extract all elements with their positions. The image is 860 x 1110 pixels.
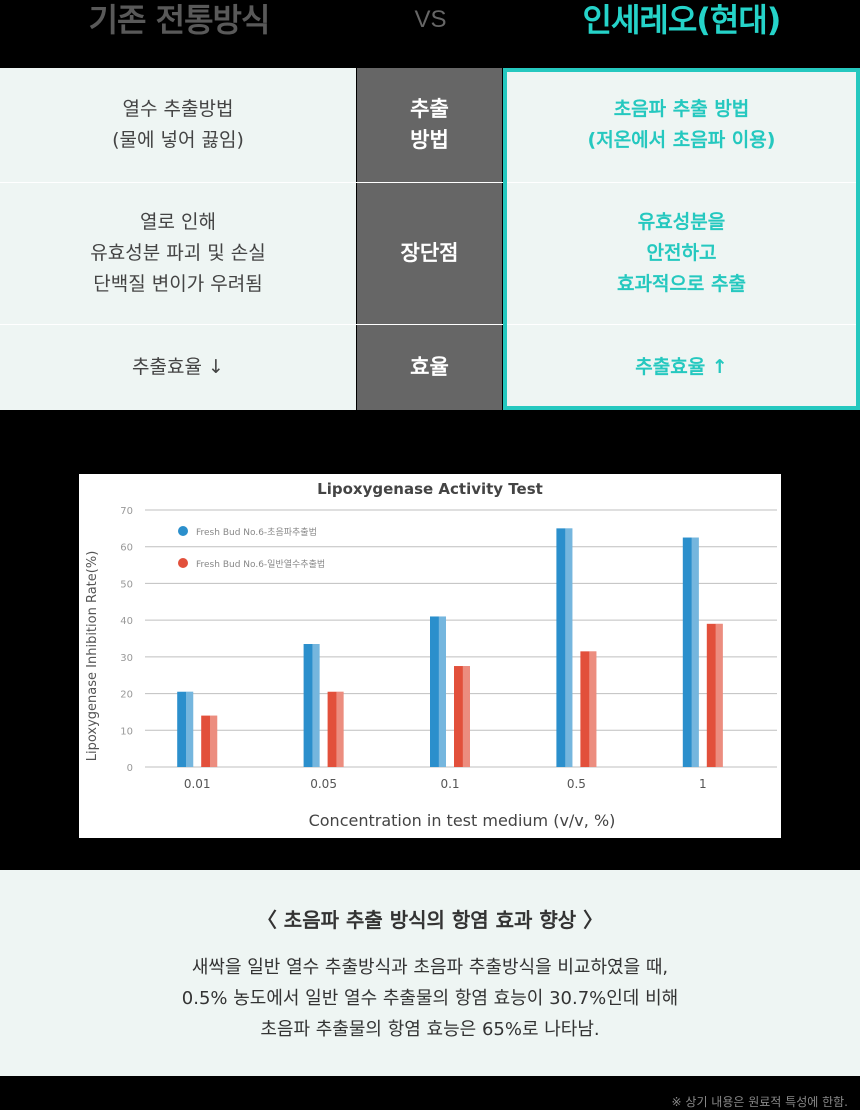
bar-highlight (715, 623, 723, 767)
y-axis-label: Lipoxygenase Inhibition Rate(%) (85, 551, 100, 762)
x-tick-label: 0.5 (567, 777, 586, 791)
x-tick-label: 0.05 (310, 777, 337, 791)
y-tick-label: 70 (120, 506, 133, 517)
bar (580, 651, 597, 767)
modern-cell: 추출효율 ↑ (503, 325, 860, 410)
table-row: 추출효율 ↓ 효율 추출효율 ↑ (0, 325, 860, 410)
lipoxygenase-chart: Lipoxygenase Activity Test Lipoxygenase … (79, 474, 781, 838)
criterion-cell: 효율 (357, 325, 502, 410)
bar (430, 616, 446, 767)
vs-label: VS (414, 6, 447, 33)
bar-highlight (186, 691, 194, 767)
bar (303, 644, 320, 767)
legend-marker (178, 558, 188, 568)
bar-highlight (589, 651, 597, 767)
bar (682, 537, 699, 767)
traditional-cell: 열로 인해 유효성분 파괴 및 손실 단백질 변이가 우려됨 (0, 183, 356, 324)
bar (556, 528, 573, 767)
traditional-cell: 열수 추출방법 (물에 넣어 끓임) (0, 68, 356, 182)
bar (327, 691, 344, 767)
summary-panel: 〈 초음파 추출 방식의 항염 효과 향상 〉 새싹을 일반 열수 추출방식과 … (0, 870, 860, 1076)
legend-label: Fresh Bud No.6-초음파추출법 (196, 527, 317, 538)
bar-highlight (312, 644, 320, 767)
chart-title: Lipoxygenase Activity Test (317, 480, 543, 498)
x-tick-label: 0.1 (440, 777, 459, 791)
bar-highlight (210, 715, 218, 767)
summary-line: 새싹을 일반 열수 추출방식과 초음파 추출방식을 비교하였을 때, (191, 957, 669, 978)
row-divider (0, 182, 860, 183)
footnote: ※ 상기 내용은 원료적 특성에 한함. (671, 1095, 848, 1109)
bar (201, 715, 218, 767)
y-tick-label: 30 (120, 653, 133, 664)
modern-cell: 초음파 추출 방법 (저온에서 초음파 이용) (503, 68, 860, 182)
bar (454, 666, 470, 767)
legend-label: Fresh Bud No.6-일반열수추출법 (196, 559, 325, 570)
summary-line: 0.5% 농도에서 일반 열수 추출물의 항염 효능이 30.7%인데 비해 (181, 988, 679, 1009)
x-tick-label: 1 (699, 777, 707, 791)
y-tick-label: 10 (120, 726, 133, 737)
traditional-cell: 추출효율 ↓ (0, 325, 356, 410)
traditional-method-title: 기존 전통방식 (88, 1, 271, 39)
table-row: 열수 추출방법 (물에 넣어 끓임) 추출 방법 초음파 추출 방법 (저온에서… (0, 68, 860, 182)
x-tick-label: 0.01 (184, 777, 211, 791)
summary-title: 〈 초음파 추출 방식의 항염 효과 향상 〉 (256, 908, 604, 932)
x-axis-label: Concentration in test medium (v/v, %) (309, 811, 616, 830)
bar-highlight (691, 537, 699, 767)
y-tick-label: 0 (127, 763, 133, 774)
bar (177, 691, 194, 767)
chart-svg: Lipoxygenase Activity Test Lipoxygenase … (85, 480, 777, 830)
modern-method-title: 인세레오(현대) (582, 1, 782, 39)
legend-marker (178, 526, 188, 536)
y-tick-label: 50 (120, 579, 133, 590)
modern-cell: 유효성분을 안전하고 효과적으로 추출 (503, 183, 860, 324)
criterion-cell: 추출 방법 (357, 68, 502, 182)
criterion-cell: 장단점 (357, 183, 502, 324)
summary-body: 새싹을 일반 열수 추출방식과 초음파 추출방식을 비교하였을 때, 0.5% … (0, 952, 860, 1045)
y-tick-label: 40 (120, 616, 133, 627)
bar-highlight (565, 528, 573, 767)
y-tick-label: 20 (120, 690, 133, 701)
bar (706, 623, 723, 767)
summary-line: 초음파 추출물의 항염 효능은 65%로 나타남. (260, 1019, 600, 1040)
comparison-header: 기존 전통방식 VS 인세레오(현대) (0, 0, 860, 68)
row-divider (0, 324, 860, 325)
bar-highlight (462, 666, 470, 767)
y-tick-label: 60 (120, 543, 133, 554)
bar-highlight (438, 616, 446, 767)
bar-highlight (336, 691, 344, 767)
table-row: 열로 인해 유효성분 파괴 및 손실 단백질 변이가 우려됨 장단점 유효성분을… (0, 183, 860, 324)
comparison-table: 열수 추출방법 (물에 넣어 끓임) 추출 방법 초음파 추출 방법 (저온에서… (0, 68, 860, 410)
